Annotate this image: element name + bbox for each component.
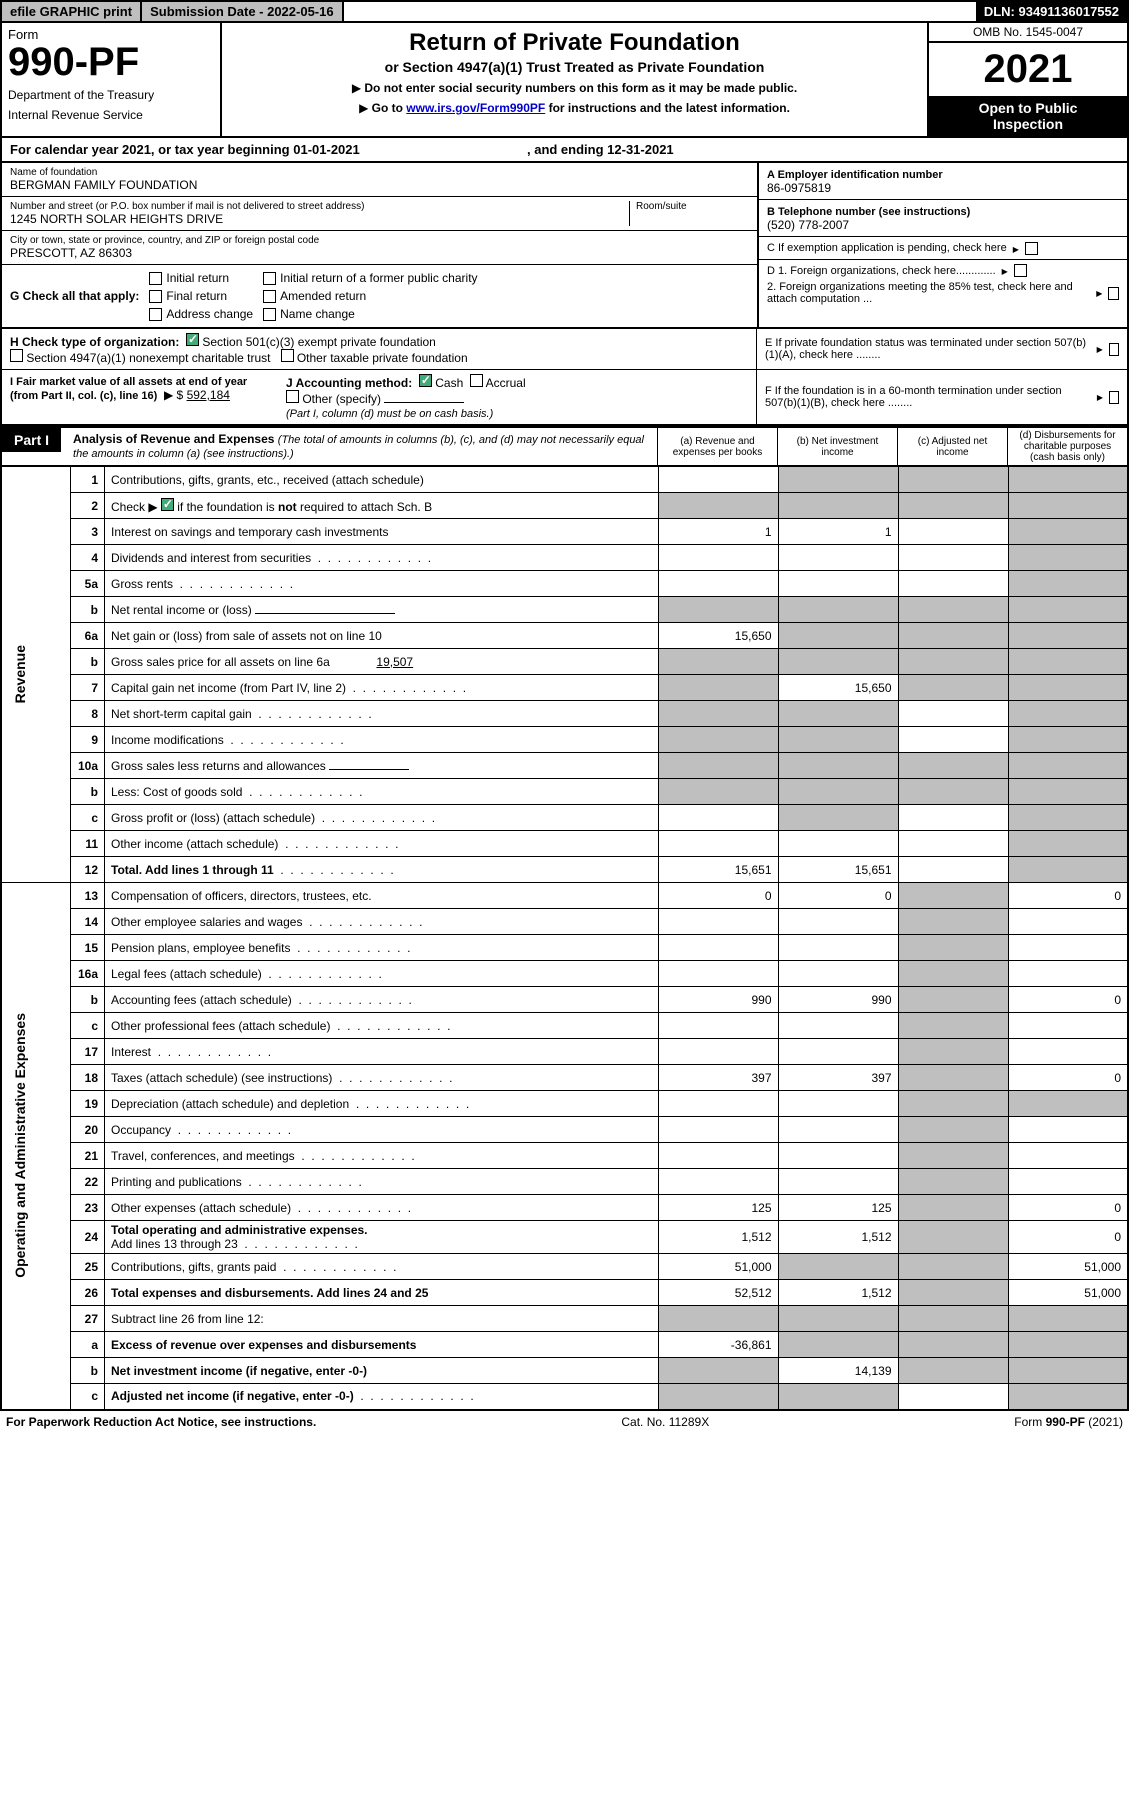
check-cash[interactable]: [419, 374, 432, 387]
col-c-header: (c) Adjusted net income: [897, 428, 1007, 465]
omb-number: OMB No. 1545-0047: [929, 23, 1127, 43]
check-former-public-charity[interactable]: [263, 272, 276, 285]
check-initial-return[interactable]: [149, 272, 162, 285]
form-header: Form 990-PF Department of the Treasury I…: [0, 23, 1129, 138]
check-507b1a[interactable]: [1109, 343, 1119, 356]
dept-treasury: Department of the Treasury: [8, 88, 214, 102]
check-address-change[interactable]: [149, 308, 162, 321]
i-prefix: ▶ $: [164, 388, 183, 402]
check-501c3[interactable]: [186, 333, 199, 346]
check-507b1b[interactable]: [1109, 391, 1119, 404]
check-name-change[interactable]: [263, 308, 276, 321]
section-g: G Check all that apply: Initial return F…: [2, 265, 757, 327]
page-footer: For Paperwork Reduction Act Notice, see …: [0, 1411, 1129, 1433]
arrow-icon: [1097, 391, 1103, 403]
address-label: Number and street (or P.O. box number if…: [10, 201, 629, 212]
form-number: 990-PF: [8, 42, 214, 82]
check-final-return[interactable]: [149, 290, 162, 303]
arrow-icon: [1013, 241, 1019, 255]
c-label: C If exemption application is pending, c…: [767, 242, 1007, 254]
a-label: A Employer identification number: [767, 169, 943, 181]
goto-link-row: ▶ Go to www.irs.gov/Form990PF for instru…: [230, 101, 919, 115]
arrow-icon: [1097, 343, 1103, 355]
header-left: Form 990-PF Department of the Treasury I…: [2, 23, 222, 136]
gross-sales-6a: 19,507: [333, 655, 413, 669]
col-b-header: (b) Net investment income: [777, 428, 897, 465]
street-address: 1245 NORTH SOLAR HEIGHTS DRIVE: [10, 212, 629, 226]
col-a-header: (a) Revenue and expenses per books: [657, 428, 777, 465]
part1-header: Part I Analysis of Revenue and Expenses …: [0, 426, 1129, 466]
topbar-spacer: [344, 2, 976, 21]
form-subtitle: or Section 4947(a)(1) Trust Treated as P…: [230, 59, 919, 75]
check-85pct-test[interactable]: [1108, 287, 1119, 300]
part1-table: Revenue 1Contributions, gifts, grants, e…: [0, 466, 1129, 1411]
check-other-method[interactable]: [286, 390, 299, 403]
check-4947a1[interactable]: [10, 349, 23, 362]
paperwork-notice: For Paperwork Reduction Act Notice, see …: [6, 1415, 316, 1429]
gross-sales-input[interactable]: [329, 769, 409, 770]
other-method-input[interactable]: [384, 402, 464, 403]
submission-date: Submission Date - 2022-05-16: [142, 2, 344, 21]
ssn-warning: ▶ Do not enter social security numbers o…: [230, 81, 919, 95]
e-label: E If private foundation status was termi…: [765, 337, 1091, 361]
check-accrual[interactable]: [470, 374, 483, 387]
part1-tab: Part I: [2, 428, 61, 452]
topbar: efile GRAPHIC print Submission Date - 20…: [0, 0, 1129, 23]
form-ref: Form 990-PF (2021): [1014, 1415, 1123, 1429]
tax-year: 2021: [929, 43, 1127, 96]
header-center: Return of Private Foundation or Section …: [222, 23, 927, 136]
arrow-icon: [1002, 265, 1008, 277]
b-label: B Telephone number (see instructions): [767, 206, 970, 218]
form-title: Return of Private Foundation: [230, 29, 919, 57]
city-label: City or town, state or province, country…: [10, 235, 749, 246]
net-rental-input[interactable]: [255, 613, 395, 614]
calendar-year-row: For calendar year 2021, or tax year begi…: [0, 138, 1129, 163]
revenue-sidecap: Revenue: [8, 641, 32, 707]
efile-print-button[interactable]: efile GRAPHIC print: [2, 2, 142, 21]
form990pf-link[interactable]: www.irs.gov/Form990PF: [406, 101, 545, 115]
col-d-header: (d) Disbursements for charitable purpose…: [1007, 428, 1127, 465]
room-label: Room/suite: [636, 201, 749, 212]
entity-info-row: Name of foundation BERGMAN FAMILY FOUNDA…: [0, 163, 1129, 329]
ein-value: 86-0975819: [767, 181, 1119, 195]
check-foreign-org[interactable]: [1014, 264, 1027, 277]
g-label: G Check all that apply:: [10, 289, 139, 303]
check-other-taxable[interactable]: [281, 349, 294, 362]
dln-number: DLN: 93491136017552: [976, 2, 1127, 21]
check-amended-return[interactable]: [263, 290, 276, 303]
city-state-zip: PRESCOTT, AZ 86303: [10, 246, 749, 260]
j-note: (Part I, column (d) must be on cash basi…: [286, 408, 493, 420]
cat-no: Cat. No. 11289X: [621, 1415, 709, 1429]
f-label: F If the foundation is in a 60-month ter…: [765, 385, 1091, 409]
irs-label: Internal Revenue Service: [8, 108, 214, 122]
hij-box: H Check type of organization: Section 50…: [0, 329, 1129, 426]
d1-label: D 1. Foreign organizations, check here..…: [767, 265, 996, 277]
check-exemption-pending[interactable]: [1025, 242, 1038, 255]
name-label: Name of foundation: [10, 167, 749, 178]
expenses-sidecap: Operating and Administrative Expenses: [8, 1009, 32, 1282]
fmv-value: 592,184: [187, 388, 230, 402]
arrow-icon: [1096, 287, 1102, 299]
phone-value: (520) 778-2007: [767, 218, 1119, 232]
section-h: H Check type of organization: Section 50…: [2, 329, 757, 369]
d2-label: 2. Foreign organizations meeting the 85%…: [767, 281, 1090, 305]
foundation-name: BERGMAN FAMILY FOUNDATION: [10, 178, 749, 192]
check-sch-b[interactable]: [161, 498, 174, 511]
open-public: Open to PublicInspection: [929, 96, 1127, 136]
header-right: OMB No. 1545-0047 2021 Open to PublicIns…: [927, 23, 1127, 136]
